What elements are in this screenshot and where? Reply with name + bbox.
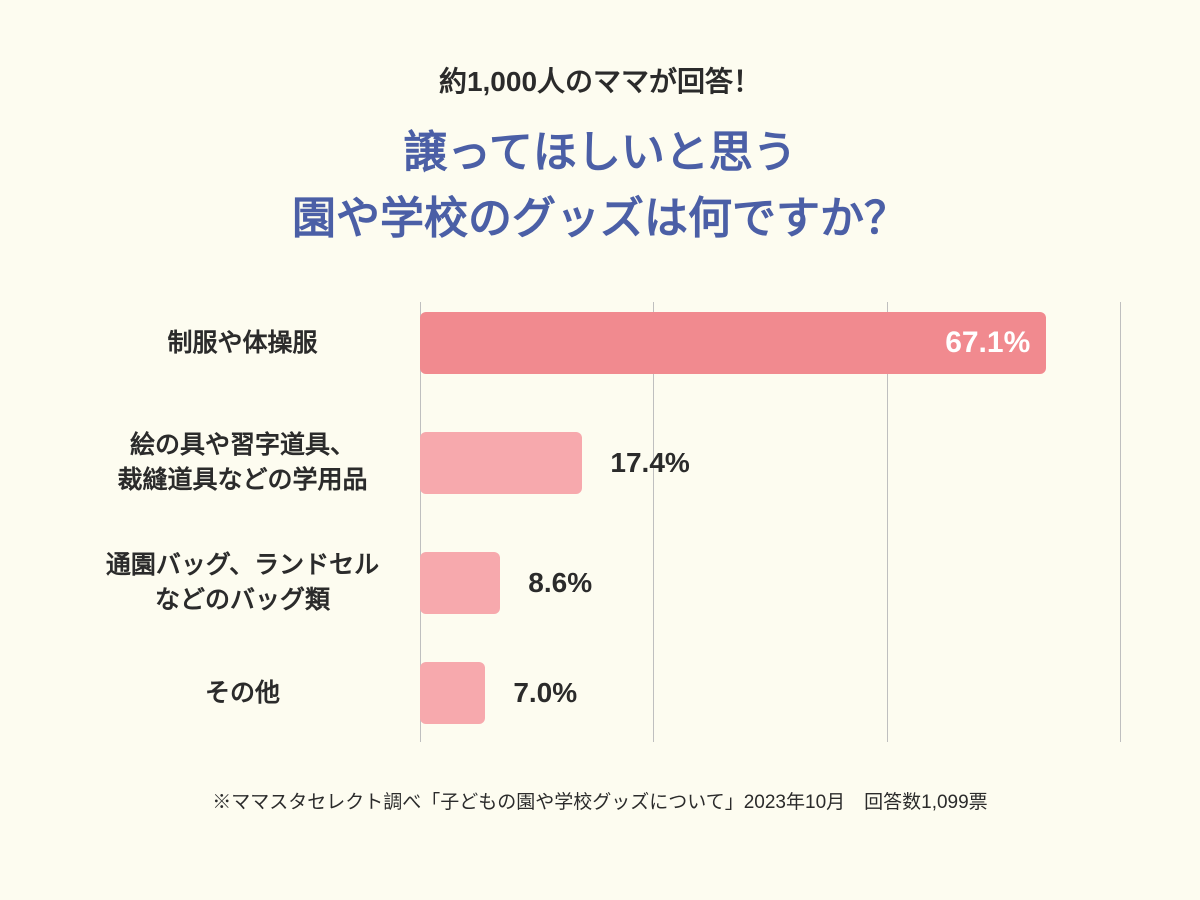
footnote: ※ママスタセレクト調べ「子どもの園や学校グッズについて」2023年10月 回答数…	[80, 787, 1120, 814]
bar	[420, 662, 485, 724]
title-line-1: 譲ってほしいと思う	[403, 128, 797, 177]
bar	[420, 552, 500, 614]
bar-wrap: 7.0%	[420, 662, 1120, 724]
bar-value: 17.4%	[610, 447, 689, 479]
bar: 67.1%	[420, 312, 1046, 374]
bar-row: 通園バッグ、ランドセルなどのバッグ類8.6%	[80, 552, 1120, 614]
bar-wrap: 67.1%	[420, 312, 1120, 374]
bar-row: 制服や体操服 67.1%	[80, 312, 1120, 374]
bar-value: 8.6%	[528, 567, 592, 599]
main-title: 譲ってほしいと思う 園や学校のグッズは何ですか？	[80, 120, 1120, 252]
bar-value: 67.1%	[945, 326, 1030, 360]
bar-label: 絵の具や習字道具、裁縫道具などの学用品	[80, 428, 420, 498]
bar-chart: 制服や体操服67.1%絵の具や習字道具、裁縫道具などの学用品17.4%通園バッグ…	[80, 302, 1120, 742]
bar	[420, 432, 582, 494]
bar-wrap: 17.4%	[420, 432, 1120, 494]
bar-label: 制服や体操服	[80, 326, 420, 361]
gridline	[1120, 302, 1121, 742]
bar-label: その他	[80, 676, 420, 711]
bar-row: 絵の具や習字道具、裁縫道具などの学用品17.4%	[80, 432, 1120, 494]
bar-row: その他 7.0%	[80, 662, 1120, 724]
bar-value: 7.0%	[513, 677, 577, 709]
title-line-2: 園や学校のグッズは何ですか？	[292, 194, 908, 243]
bar-wrap: 8.6%	[420, 552, 1120, 614]
chart-inner: 制服や体操服67.1%絵の具や習字道具、裁縫道具などの学用品17.4%通園バッグ…	[80, 302, 1120, 742]
header: 約1,000人のママが回答！ 譲ってほしいと思う 園や学校のグッズは何ですか？	[80, 60, 1120, 252]
subtitle: 約1,000人のママが回答！	[80, 60, 1120, 100]
bar-label: 通園バッグ、ランドセルなどのバッグ類	[80, 548, 420, 618]
